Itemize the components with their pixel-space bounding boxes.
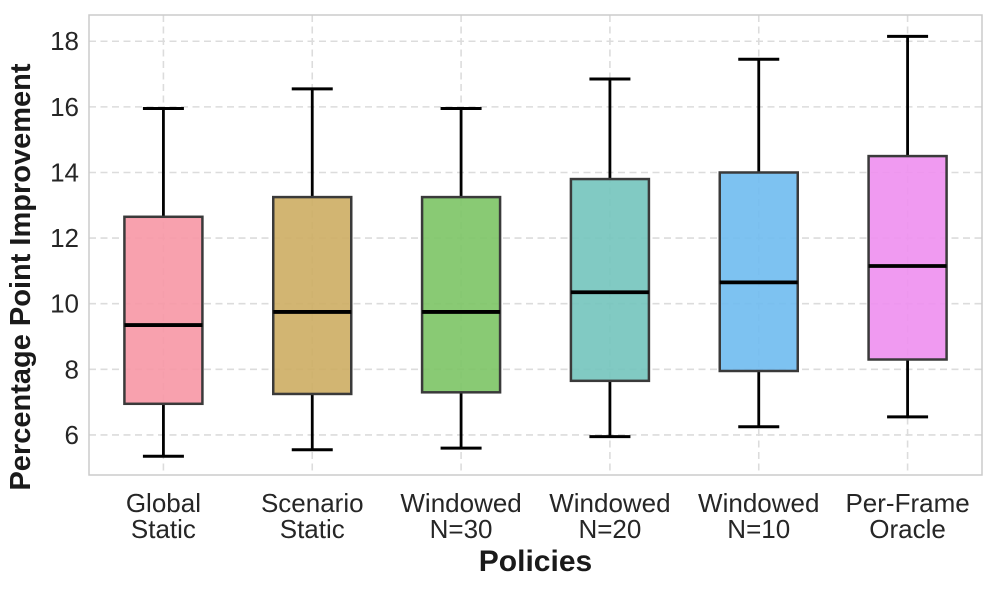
x-tick-label-line1: Windowed xyxy=(698,488,819,518)
box-windowed-n-20 xyxy=(569,77,651,439)
y-tick-label: 6 xyxy=(65,420,79,450)
plot-border xyxy=(88,14,983,476)
y-tick-label: 14 xyxy=(50,157,79,187)
box-windowed-n-10 xyxy=(718,57,799,429)
box-windowed-n-30 xyxy=(420,107,502,450)
y-tick-label: 10 xyxy=(50,289,79,319)
x-tick-label-line1: Global xyxy=(126,488,201,518)
iqr-box xyxy=(420,195,502,394)
x-tick-label-line1: Windowed xyxy=(549,488,670,518)
y-tick-label: 8 xyxy=(65,354,79,384)
x-tick-label-line2: Static xyxy=(131,514,196,544)
box-per-frame-oracle xyxy=(867,34,948,419)
x-tick-label-line1: Scenario xyxy=(261,488,364,518)
x-tick-label-line2: N=30 xyxy=(430,514,493,544)
y-tick-label: 16 xyxy=(50,92,79,122)
box-global-static xyxy=(123,107,204,458)
y-tick-label: 18 xyxy=(50,26,79,56)
x-axis-label: Policies xyxy=(479,545,592,578)
iqr-box xyxy=(569,177,651,383)
x-tick-label-line1: Per-Frame xyxy=(845,488,969,518)
iqr-box xyxy=(867,154,948,361)
iqr-box xyxy=(272,195,353,396)
x-tick-label-line1: Windowed xyxy=(400,488,521,518)
iqr-box xyxy=(123,215,204,406)
y-tick-label: 12 xyxy=(50,223,79,253)
x-tick-label-line2: Static xyxy=(280,514,345,544)
iqr-box xyxy=(718,171,799,373)
box-scenario-static xyxy=(272,87,353,452)
y-axis-label: Percentage Point Improvement xyxy=(5,63,37,490)
x-tick-label-line2: N=10 xyxy=(727,514,790,544)
x-tick-label-line2: N=20 xyxy=(578,514,641,544)
x-tick-label-line2: Oracle xyxy=(869,514,946,544)
